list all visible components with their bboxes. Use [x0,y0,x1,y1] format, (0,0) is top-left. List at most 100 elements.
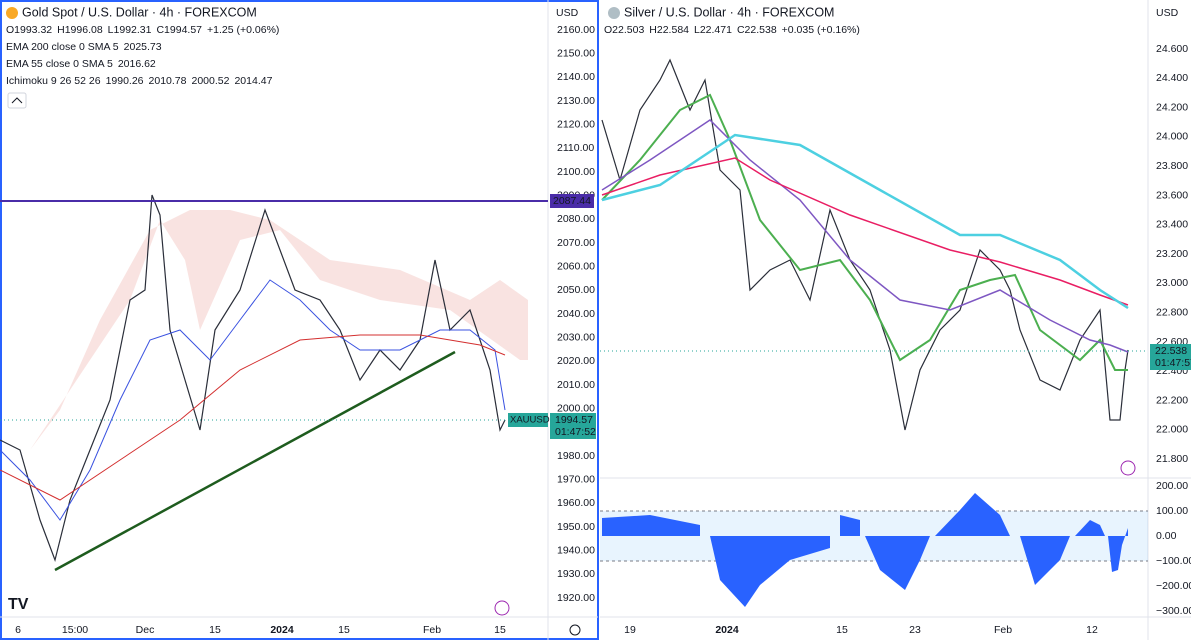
y-tick-label: 1950.00 [557,521,595,533]
indicator-legend: 2016.62 [118,58,156,70]
y-tick-label: 2120.00 [557,118,595,130]
y-tick-label: 1960.00 [557,497,595,509]
indicator-legend: EMA 55 close 0 SMA 5 [6,58,113,70]
price-tag [550,413,596,439]
logo: TV [8,596,29,613]
x-tick-label: 15:00 [62,624,88,636]
x-tick-label: 15 [338,624,350,636]
ohlc: C22.538 [737,24,777,36]
y-tick-label: 21.800 [1156,453,1188,465]
indicator-legend: 2025.73 [124,41,162,53]
settings-icon[interactable] [569,624,581,636]
y-tick-label: 24.600 [1156,43,1188,55]
osc-tick-label: −300.00 [1156,605,1191,617]
y-tick-label: 2100.00 [557,166,595,178]
indicator-legend: 1990.26 [106,75,144,87]
y-tick-label: 1970.00 [557,474,595,486]
x-tick-label: 15 [494,624,506,636]
currency: USD [556,7,579,19]
collapse-icon [11,97,23,104]
y-tick-label: 2050.00 [557,284,595,296]
x-tick-label: Feb [423,624,441,636]
symbol-tag-label: XAUUSD [510,415,550,426]
indicator-legend: 2010.78 [149,75,187,87]
x-tick-label: 12 [1086,624,1098,636]
y-tick-label: 1980.00 [557,450,595,462]
collapse-button[interactable] [7,92,27,109]
y-tick-label: 1940.00 [557,545,595,557]
left-title: Gold Spot / U.S. Dollar · 4h · FOREXCOM [22,5,257,19]
level-tag-label: 2087.44 [553,195,591,207]
indicator-legend: EMA 200 close 0 SMA 5 [6,41,119,53]
ohlc: L22.471 [694,24,732,36]
x-tick-label: 6 [15,624,21,636]
alert-icon[interactable] [1120,460,1136,476]
osc-tick-label: 200.00 [1156,480,1188,492]
ma-red [601,157,1129,306]
y-tick-label: 2130.00 [557,95,595,107]
y-tick-label: 23.800 [1156,160,1188,172]
indicator-legend: 2014.47 [234,75,272,87]
y-tick-label: 24.400 [1156,72,1188,84]
x-tick-label: 15 [836,624,848,636]
trend-line[interactable] [54,350,456,572]
ohlc: L1992.31 [108,24,152,36]
x-tick-label: 15 [209,624,221,636]
y-tick-label: 1930.00 [557,568,595,580]
ohlc: +0.035 (+0.16%) [782,24,860,36]
y-tick-label: 2110.00 [557,142,594,154]
x-tick-label: 23 [909,624,921,636]
y-tick-label: 2000.00 [557,403,595,415]
symbol-tag [508,413,548,427]
y-tick-label: 23.600 [1156,189,1188,201]
ohlc: O1993.32 [6,24,52,36]
active-panel-border [0,0,599,640]
price-tag [1150,344,1191,370]
y-tick-label: 2070.00 [557,237,595,249]
y-tick-label: 2040.00 [557,308,595,320]
price-tag-label: 22.538 [1155,345,1187,357]
osc-tick-label: −200.00 [1156,580,1191,592]
gold-price-line [0,194,506,563]
y-tick-label: 23.000 [1156,277,1188,289]
ohlc: O22.503 [604,24,644,36]
right-title: Silver / U.S. Dollar · 4h · FOREXCOM [624,5,834,19]
silver-price-line [601,58,1129,431]
y-tick-label: 2160.00 [557,24,595,36]
ema-200-line [0,334,506,501]
ohlc: H1996.08 [57,24,103,36]
x-tick-label: 2024 [270,624,294,636]
ma-cyan [601,133,1129,310]
osc-tick-label: −100.00 [1156,555,1191,567]
x-tick-label: Feb [994,624,1012,636]
ema-55-line [0,279,506,521]
ma-green [601,93,1128,371]
countdown: 01:47:52 [555,426,596,438]
ohlc: C1994.57 [156,24,202,36]
y-tick-label: 2020.00 [557,355,595,367]
level-tag [550,194,594,208]
ohlc: +1.25 (+0.06%) [207,24,279,36]
y-tick-label: 22.000 [1156,424,1188,436]
symbol-icon [6,7,18,19]
y-tick-label: 24.200 [1156,101,1188,113]
y-tick-label: 23.400 [1156,219,1188,231]
y-tick-label: 2010.00 [557,379,595,391]
y-tick-label: 22.200 [1156,394,1188,406]
y-tick-label: 23.200 [1156,248,1188,260]
y-tick-label: 24.000 [1156,131,1188,143]
y-tick-label: 2030.00 [557,331,595,343]
y-tick-label: 2150.00 [557,47,595,59]
x-tick-label: 2024 [715,624,739,636]
x-tick-label: 19 [624,624,636,636]
y-tick-label: 22.800 [1156,306,1188,318]
y-tick-label: 2080.00 [557,213,595,225]
currency: USD [1156,7,1179,19]
countdown: 01:47:57 [1155,357,1191,369]
symbol-icon [608,7,620,19]
alert-icon[interactable] [494,600,510,616]
osc-tick-label: 100.00 [1156,505,1188,517]
ohlc: H22.584 [649,24,689,36]
ma-purple [601,119,1129,353]
